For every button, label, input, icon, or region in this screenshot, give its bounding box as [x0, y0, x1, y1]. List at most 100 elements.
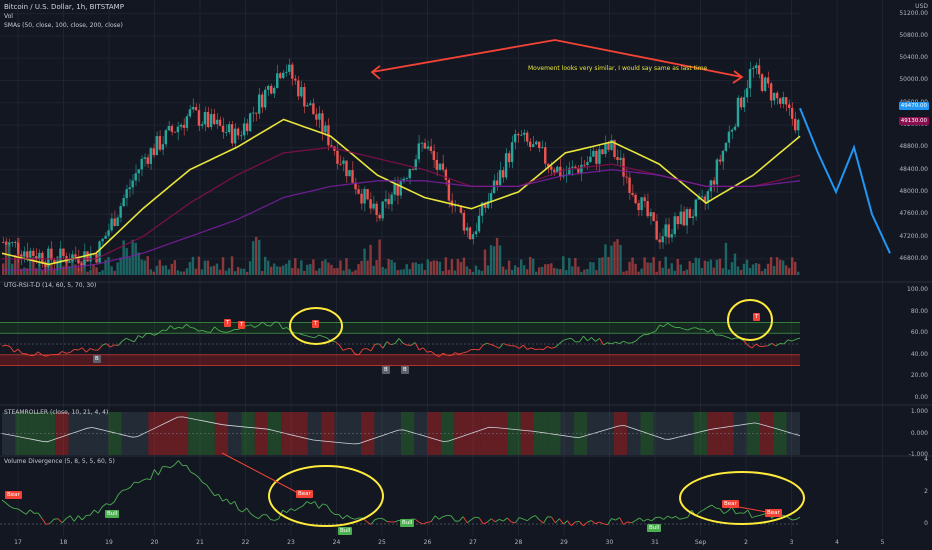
steam-tick: 1.000: [910, 408, 928, 415]
rsi-segment: [755, 343, 761, 347]
rsi-segment: [117, 340, 123, 346]
candle-body: [399, 181, 402, 196]
candle-body: [694, 199, 698, 217]
rsi-segment: [110, 344, 115, 348]
volume-bar: [715, 259, 719, 275]
volume-bar: [170, 263, 174, 275]
volume-bar: [610, 245, 613, 275]
rsi-segment: [282, 327, 287, 330]
candle-body: [730, 129, 734, 132]
candle-body: [233, 128, 237, 144]
candle-body: [339, 163, 342, 165]
rsi-segment: [711, 328, 717, 336]
volume-bar: [670, 263, 673, 275]
vdiv-segment: [57, 518, 63, 524]
volume-bar: [673, 270, 676, 275]
candle-body: [288, 64, 291, 72]
volume-bar: [212, 265, 216, 275]
rsi-segment: [318, 334, 323, 337]
rsi-segment: [663, 322, 668, 327]
vdiv-segment: [427, 521, 432, 523]
time-tick: 31: [651, 539, 659, 546]
volume-bar: [92, 264, 95, 275]
vdiv-segment: [302, 501, 308, 507]
rsi-segment: [1, 344, 7, 347]
candle-body: [342, 160, 345, 164]
volume-bar: [194, 268, 198, 275]
rsi-signal: T: [238, 321, 246, 329]
volume-bar: [589, 261, 592, 275]
candle-body: [444, 169, 448, 180]
steam-band: [68, 412, 82, 455]
candle-body: [35, 256, 38, 260]
price-tick: 47600.00: [899, 210, 928, 218]
volume-bar: [116, 262, 119, 275]
rsi-segment: [170, 325, 175, 330]
candle-body: [369, 199, 372, 209]
vdiv-segment: [627, 521, 632, 524]
candle-body: [149, 148, 152, 164]
candle-body: [260, 94, 264, 108]
rsi-segment: [559, 340, 564, 345]
candle-body: [790, 107, 794, 119]
volume-bar: [89, 269, 92, 275]
rsi-segment: [358, 348, 364, 356]
volume-bar: [68, 266, 71, 275]
candle-body: [598, 149, 601, 164]
rsi-segment: [85, 348, 91, 353]
candle-body: [309, 103, 312, 106]
vdiv-segment: [226, 498, 231, 505]
rsi-segment: [218, 329, 223, 333]
steam-band: [520, 412, 534, 455]
candle-body: [667, 224, 670, 238]
volume-bar: [661, 267, 664, 275]
volume-bar: [245, 271, 249, 275]
rsi-segment: [5, 344, 11, 348]
volume-bar: [652, 257, 655, 275]
volume-bar: [414, 262, 417, 275]
rsi-segment: [354, 353, 359, 356]
vdiv-segment: [65, 515, 71, 519]
vdiv-segment: [619, 517, 624, 525]
rsi-signal: B: [401, 366, 409, 374]
candle-body: [535, 141, 538, 145]
rsi-segment: [639, 334, 644, 338]
rsi-segment: [438, 352, 444, 357]
vdiv-segment: [651, 517, 656, 522]
rsi-segment: [41, 354, 47, 357]
vdiv-segment: [274, 518, 279, 521]
candle-body: [203, 112, 207, 125]
candle-body: [170, 126, 174, 132]
rsi-segment: [458, 352, 464, 355]
volume-bar: [465, 266, 469, 275]
rsi-segment: [390, 343, 396, 346]
candle-body: [766, 77, 770, 84]
volume-bar: [601, 257, 604, 275]
candle-body: [541, 147, 544, 149]
vdiv-segment: [117, 490, 123, 495]
rsi-segment: [571, 337, 576, 343]
candle-body: [257, 94, 261, 114]
volume-bar: [631, 257, 634, 275]
rsi-segment: [25, 353, 31, 356]
volume-bar: [727, 269, 731, 275]
volume-bar: [5, 241, 8, 275]
candle-body: [17, 242, 20, 255]
volume-bar: [342, 270, 345, 275]
candle-body: [68, 261, 71, 263]
rsi-segment: [322, 336, 327, 339]
steam-band: [427, 412, 441, 455]
volume-bar: [498, 245, 502, 275]
volume-bar: [176, 270, 180, 275]
vdiv-segment: [567, 520, 572, 526]
vdiv-segment: [511, 521, 516, 524]
vdiv-segment: [69, 515, 75, 522]
volume-bar: [462, 257, 466, 275]
candle-body: [50, 248, 53, 260]
vdiv-segment: [342, 514, 348, 520]
volume-bar: [23, 267, 26, 275]
rsi-segment: [278, 322, 284, 330]
volume-bar: [318, 268, 321, 275]
vdiv-segment: [735, 512, 740, 515]
